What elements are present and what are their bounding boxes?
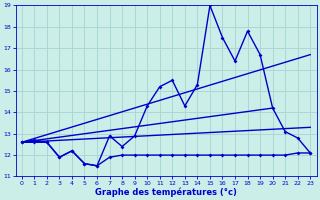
X-axis label: Graphe des températures (°c): Graphe des températures (°c) xyxy=(95,187,237,197)
